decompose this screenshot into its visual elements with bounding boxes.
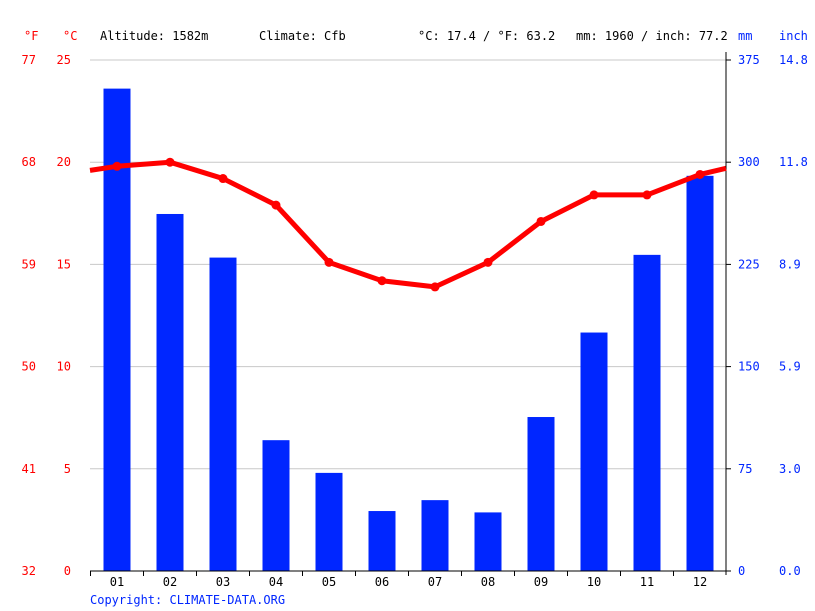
- tick-label-celsius: 20: [57, 155, 71, 169]
- tick-label-month: 10: [587, 575, 601, 589]
- precipitation-bars: [103, 88, 714, 572]
- tick-label-inch: 3.0: [779, 462, 801, 476]
- tick-label-month: 02: [163, 575, 177, 589]
- temperature-point: [642, 190, 652, 200]
- tick-label-mm: 300: [738, 155, 760, 169]
- temperature-point: [112, 161, 122, 171]
- precipitation-bar: [474, 512, 502, 571]
- precipitation-bar: [580, 332, 608, 571]
- precipitation-bar: [633, 254, 661, 571]
- tick-label-mm: 375: [738, 53, 760, 67]
- precipitation-bar: [527, 417, 555, 571]
- tick-label-month: 04: [269, 575, 283, 589]
- precipitation-bar: [315, 472, 343, 571]
- temperature-point: [377, 276, 387, 286]
- precipitation-bar: [262, 440, 290, 571]
- temperature-point: [430, 282, 440, 292]
- tick-label-month: 12: [693, 575, 707, 589]
- precipitation-bar: [368, 511, 396, 571]
- unit-celsius-label: °C: [63, 29, 77, 43]
- tick-label-mm: 225: [738, 257, 760, 271]
- precipitation-bar: [686, 175, 714, 571]
- unit-fahrenheit-label: °F: [24, 29, 38, 43]
- precipitation-bar: [421, 500, 449, 571]
- tick-label-celsius: 5: [64, 462, 71, 476]
- temperature-point: [483, 257, 493, 267]
- tick-label-celsius: 15: [57, 257, 71, 271]
- tick-label-fahrenheit: 32: [22, 564, 36, 578]
- altitude-label: Altitude: 1582m: [100, 29, 208, 43]
- tick-label-month: 09: [534, 575, 548, 589]
- tick-label-month: 05: [322, 575, 336, 589]
- tick-label-celsius: 0: [64, 564, 71, 578]
- tick-label-mm: 0: [738, 564, 745, 578]
- temperature-point: [695, 169, 705, 179]
- tick-label-month: 01: [110, 575, 124, 589]
- tick-labels: 32 0 0 0.0 41 5 75 3.0 50 10 150 5.9 59 15 225 8.9 68 20 3…: [22, 53, 808, 589]
- unit-mm-label: mm: [738, 29, 752, 43]
- tick-label-month: 07: [428, 575, 442, 589]
- tick-label-fahrenheit: 50: [22, 360, 36, 374]
- tick-label-month: 08: [481, 575, 495, 589]
- tick-label-inch: 14.8: [779, 53, 808, 67]
- climate-label: Climate: Cfb: [259, 29, 346, 43]
- tick-label-mm: 150: [738, 360, 760, 374]
- temperature-average-label: °C: 17.4 / °F: 63.2: [418, 29, 555, 43]
- temperature-point: [536, 216, 546, 226]
- axes: [90, 52, 731, 576]
- tick-label-inch: 8.9: [779, 257, 801, 271]
- temperature-point: [271, 200, 281, 210]
- tick-label-inch: 11.8: [779, 155, 808, 169]
- tick-label-month: 11: [640, 575, 654, 589]
- precipitation-total-label: mm: 1960 / inch: 77.2: [576, 29, 728, 43]
- copyright-text: Copyright: CLIMATE-DATA.ORG: [90, 593, 285, 607]
- tick-label-fahrenheit: 68: [22, 155, 36, 169]
- precipitation-bar: [156, 213, 184, 572]
- tick-label-celsius: 10: [57, 360, 71, 374]
- temperature-point: [324, 257, 334, 267]
- tick-label-fahrenheit: 59: [22, 257, 36, 271]
- tick-label-inch: 0.0: [779, 564, 801, 578]
- tick-label-month: 06: [375, 575, 389, 589]
- tick-label-month: 03: [216, 575, 230, 589]
- tick-label-mm: 75: [738, 462, 752, 476]
- temperature-point: [165, 157, 175, 167]
- gridlines: [90, 59, 726, 470]
- tick-label-celsius: 25: [57, 53, 71, 67]
- temperature-point: [218, 174, 228, 184]
- precipitation-bar: [209, 257, 237, 571]
- precipitation-bar: [103, 88, 131, 571]
- tick-label-fahrenheit: 41: [22, 462, 36, 476]
- temperature-point: [589, 190, 599, 200]
- temperature-line: [89, 157, 727, 292]
- unit-inch-label: inch: [779, 29, 808, 43]
- tick-label-inch: 5.9: [779, 360, 801, 374]
- temperature-series-line: [89, 159, 727, 290]
- tick-label-fahrenheit: 77: [22, 53, 36, 67]
